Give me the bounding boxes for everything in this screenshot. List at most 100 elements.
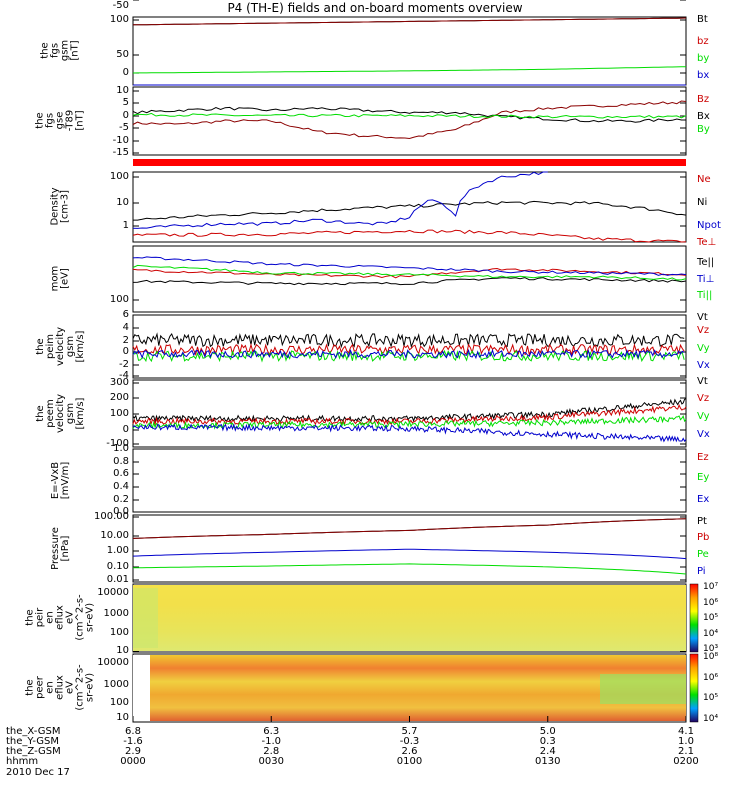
y-tick-label: 200 bbox=[109, 392, 129, 403]
legend-entry: Vt bbox=[697, 376, 708, 387]
colorbar bbox=[689, 653, 699, 723]
colorbar bbox=[689, 583, 699, 653]
y-tick-label: -50 bbox=[112, 0, 129, 11]
y-tick-label: 1.00 bbox=[106, 545, 129, 556]
y-tick-label: 10 bbox=[116, 85, 129, 96]
y-tick-label: 100 bbox=[109, 408, 129, 419]
x-axis-row-label: the_X-GSM bbox=[6, 726, 61, 737]
legend-entry: Te⊥ bbox=[697, 237, 717, 248]
panel-frame-0 bbox=[132, 16, 687, 86]
legend-entry: Bz bbox=[697, 94, 710, 105]
y-axis-label-line: velocity bbox=[54, 326, 66, 366]
y-tick-label: 100 bbox=[109, 627, 129, 638]
x-axis-value: 4.1 bbox=[678, 726, 694, 737]
series-line-Vt bbox=[132, 398, 687, 424]
y-tick-label: 100 bbox=[109, 171, 129, 182]
y-tick-label: 0.10 bbox=[106, 561, 129, 572]
y-tick-label: 50 bbox=[116, 49, 129, 60]
y-tick-label: 100 bbox=[109, 294, 129, 305]
legend-entry: Npot bbox=[697, 220, 721, 231]
x-axis-value: 5.0 bbox=[539, 726, 556, 737]
y-axis-label-line: the bbox=[34, 404, 46, 422]
y-tick-label: -4 bbox=[119, 370, 129, 381]
colorbar-tick-label: 10³ bbox=[703, 644, 719, 654]
legend-entry: by bbox=[697, 53, 710, 64]
x-axis-value: 0.3 bbox=[539, 736, 556, 747]
spectrogram-low-region bbox=[133, 588, 158, 648]
series-line-by bbox=[132, 66, 687, 74]
y-axis-label-line: velocity bbox=[54, 393, 66, 433]
series-line-Npot bbox=[132, 171, 548, 229]
y-axis-label-line: sr-eV) bbox=[84, 672, 96, 703]
spectrogram-low-region bbox=[600, 674, 686, 704]
series-line-Te⊥ bbox=[132, 267, 687, 279]
series-line-Bz bbox=[132, 100, 687, 140]
y-tick-label: 1 bbox=[122, 220, 129, 231]
legend-entry: Ex bbox=[697, 494, 710, 505]
legend-entry: bx bbox=[697, 70, 710, 81]
x-axis-value: 0200 bbox=[673, 756, 699, 767]
y-tick-label: 2 bbox=[122, 335, 129, 346]
y-tick-label: 0.6 bbox=[113, 468, 129, 479]
y-tick-label: 10 bbox=[116, 197, 129, 208]
y-tick-label: 6 bbox=[122, 309, 129, 320]
x-axis-value: 2.4 bbox=[539, 746, 556, 757]
y-tick-label: 0 bbox=[122, 67, 129, 78]
x-axis-value: 2.6 bbox=[401, 746, 418, 757]
x-axis-value: 2.9 bbox=[125, 746, 141, 757]
y-tick-label: 10.00 bbox=[100, 530, 129, 541]
panel-frame-3 bbox=[132, 245, 687, 313]
y-axis-label-line: [nT] bbox=[74, 110, 86, 131]
y-axis-label-line: gsm bbox=[64, 335, 76, 357]
colorbar-tick-label: 10⁶ bbox=[703, 597, 719, 608]
y-axis-label-line: [eV] bbox=[59, 268, 71, 289]
panel-frame-6 bbox=[132, 448, 687, 513]
legend-entry: Ne bbox=[697, 174, 711, 185]
y-tick-label: 100 bbox=[109, 697, 129, 708]
series-line-By bbox=[132, 112, 687, 119]
legend-entry: Pb bbox=[697, 532, 710, 543]
x-axis-value: 2.8 bbox=[263, 746, 280, 757]
y-tick-label: 0.0 bbox=[113, 506, 129, 517]
y-axis-label-line: peem bbox=[44, 398, 56, 428]
legend-entry: Vz bbox=[697, 393, 710, 404]
x-axis-row-label: the_Y-GSM bbox=[6, 736, 60, 747]
series-line-Vz bbox=[132, 343, 685, 357]
x-axis-row-label: hhmm bbox=[6, 756, 39, 767]
date-label: 2010 Dec 17 bbox=[6, 767, 70, 778]
y-tick-label: -5 bbox=[119, 122, 129, 133]
series-line-Vt bbox=[132, 332, 685, 349]
y-tick-label: 0.8 bbox=[113, 456, 129, 467]
y-tick-label: 5 bbox=[122, 97, 129, 108]
legend-entry: Ni bbox=[697, 197, 708, 208]
legend-entry: Te|| bbox=[697, 257, 715, 268]
legend-entry: Bx bbox=[697, 111, 710, 122]
y-tick-label: 100.00 bbox=[94, 511, 129, 522]
series-line-Te|| bbox=[132, 277, 687, 286]
series-line-Vx bbox=[132, 423, 687, 443]
y-tick-label: 0 bbox=[122, 110, 129, 121]
colorbar-tick-label: 10⁵ bbox=[703, 693, 719, 704]
y-tick-label: 0.2 bbox=[113, 494, 129, 505]
y-axis-label-line: gsm bbox=[64, 402, 76, 424]
y-tick-label: -2 bbox=[119, 359, 129, 370]
colorbar-tick-label: 10⁴ bbox=[703, 714, 719, 724]
x-axis-value: 0130 bbox=[535, 756, 561, 767]
y-tick-label: 10 bbox=[116, 645, 129, 656]
y-axis-label-line: [nPa] bbox=[59, 535, 71, 561]
y-axis-label-line: sr-eV) bbox=[84, 602, 96, 633]
legend-entry: Ti⊥ bbox=[697, 274, 715, 285]
y-tick-label: 10000 bbox=[97, 657, 129, 668]
series-line-Ne bbox=[132, 229, 687, 243]
legend-entry: Vx bbox=[697, 360, 710, 371]
colorbar-tick-label: 10⁸ bbox=[703, 652, 719, 662]
series-line-bz bbox=[133, 17, 687, 26]
legend-entry: Bt bbox=[697, 14, 708, 25]
y-axis-label-line: E=-VxB bbox=[49, 461, 61, 499]
y-tick-label: 10 bbox=[116, 712, 129, 723]
y-tick-label: 10000 bbox=[97, 587, 129, 598]
y-tick-label: 100 bbox=[109, 14, 129, 25]
legend-entry: Vz bbox=[697, 325, 710, 336]
y-tick-label: 0.01 bbox=[106, 574, 129, 585]
